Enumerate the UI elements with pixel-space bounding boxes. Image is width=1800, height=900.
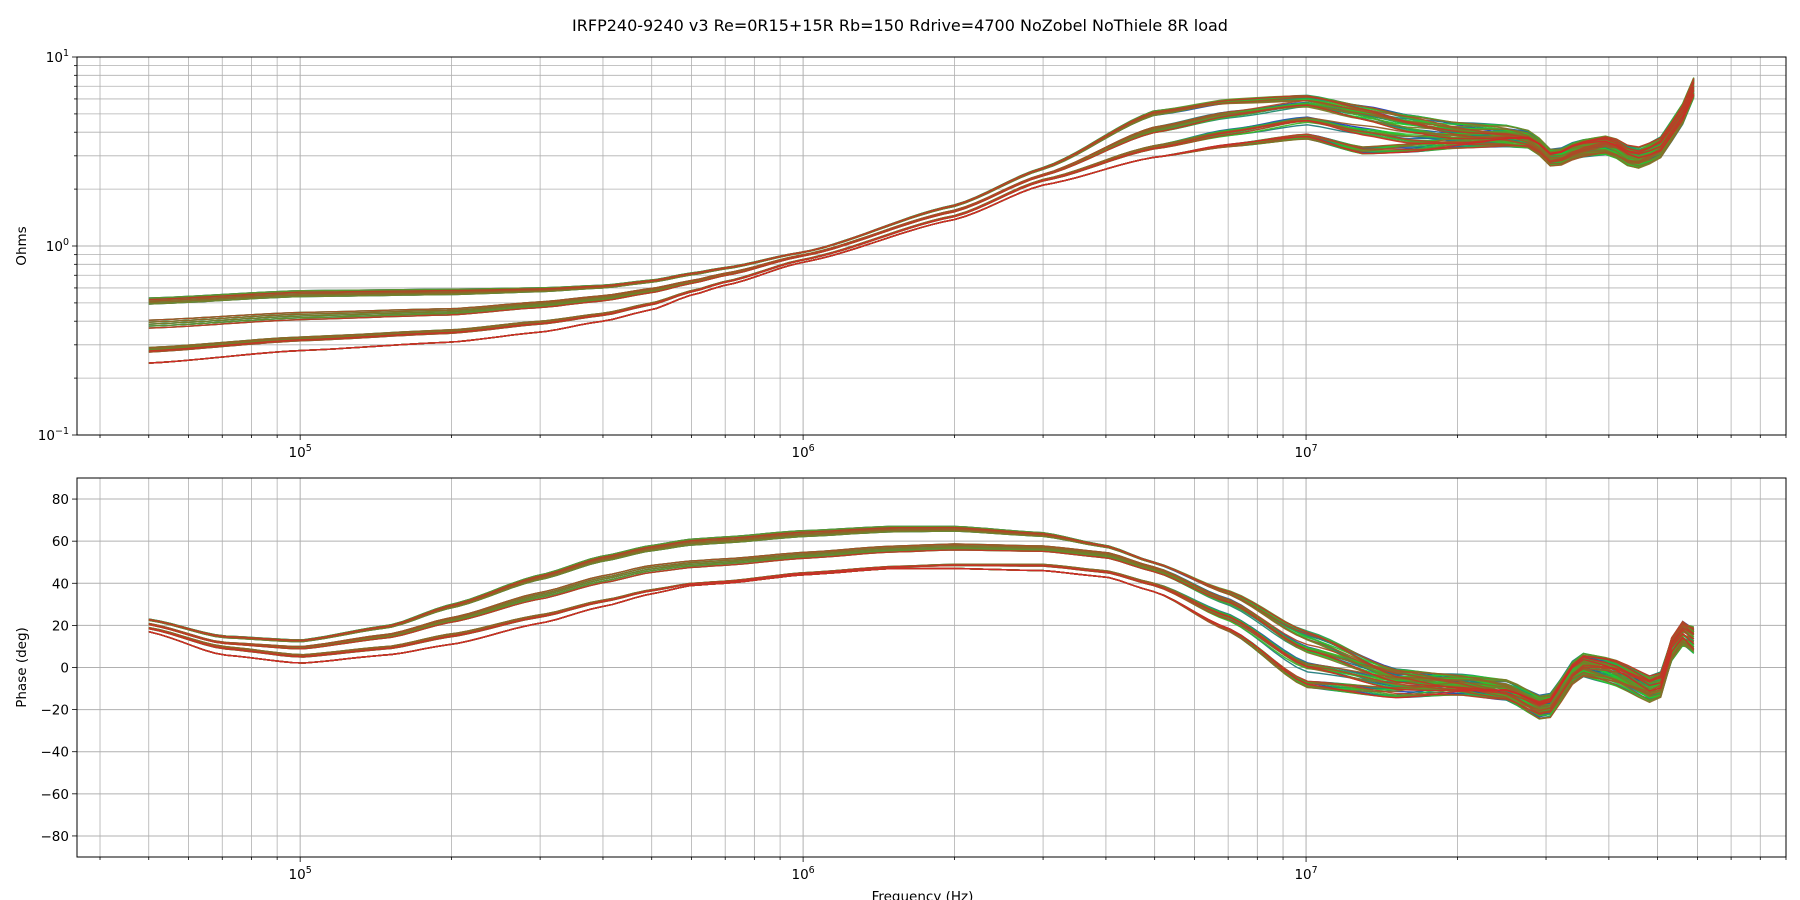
series-line [148, 544, 1695, 708]
series-line [148, 93, 1695, 364]
series-line [148, 78, 1695, 321]
series-line [148, 526, 1695, 707]
y-tick-label: 100 [46, 237, 69, 255]
series-line [148, 90, 1695, 352]
y-tick-label: −20 [41, 703, 70, 719]
y-tick-label: 101 [46, 48, 69, 66]
y-tick-label: 60 [52, 534, 69, 550]
figure-title: IRFP240-9240 v3 Re=0R15+15R Rb=150 Rdriv… [572, 16, 1228, 35]
y-axis-label: Ohms [14, 226, 30, 265]
series-line [148, 549, 1695, 703]
series-line [148, 567, 1695, 705]
x-axis-label: Frequency (Hz) [872, 889, 974, 900]
y-tick-label: 10−1 [38, 426, 69, 444]
grid [77, 56, 1787, 436]
y-tick-label: 0 [60, 661, 69, 677]
curves [148, 525, 1695, 720]
y-tick-label: 80 [52, 492, 69, 508]
x-tick-label: 106 [791, 865, 814, 883]
x-tick-label: 105 [289, 865, 312, 883]
x-tick-label: 107 [1294, 865, 1317, 883]
y-axis-label: Phase (deg) [14, 627, 30, 708]
impedance-plot: 105 106 107 10−1 100 101 Ohms [14, 48, 1787, 461]
y-tick-label: −40 [41, 745, 70, 761]
series-line [148, 83, 1695, 349]
y-tick-label: −60 [41, 787, 70, 803]
axes-frame [76, 56, 1787, 436]
axes-frame [76, 477, 1787, 858]
y-tick-label: 40 [52, 576, 69, 592]
y-tick-label: 20 [52, 618, 69, 634]
series-line [148, 543, 1695, 712]
series-line [148, 86, 1695, 329]
x-tick-label: 107 [1294, 443, 1317, 461]
x-tick-label: 106 [791, 443, 814, 461]
y-tick-label: −80 [41, 829, 70, 845]
x-tick-label: 105 [289, 443, 312, 461]
series-line [148, 82, 1695, 301]
series-line [148, 564, 1695, 704]
curves [148, 77, 1695, 364]
phase-plot: 105 106 107 80 60 40 20 0 −20 −40 −60 −80 Phase (deg… [14, 477, 1787, 900]
